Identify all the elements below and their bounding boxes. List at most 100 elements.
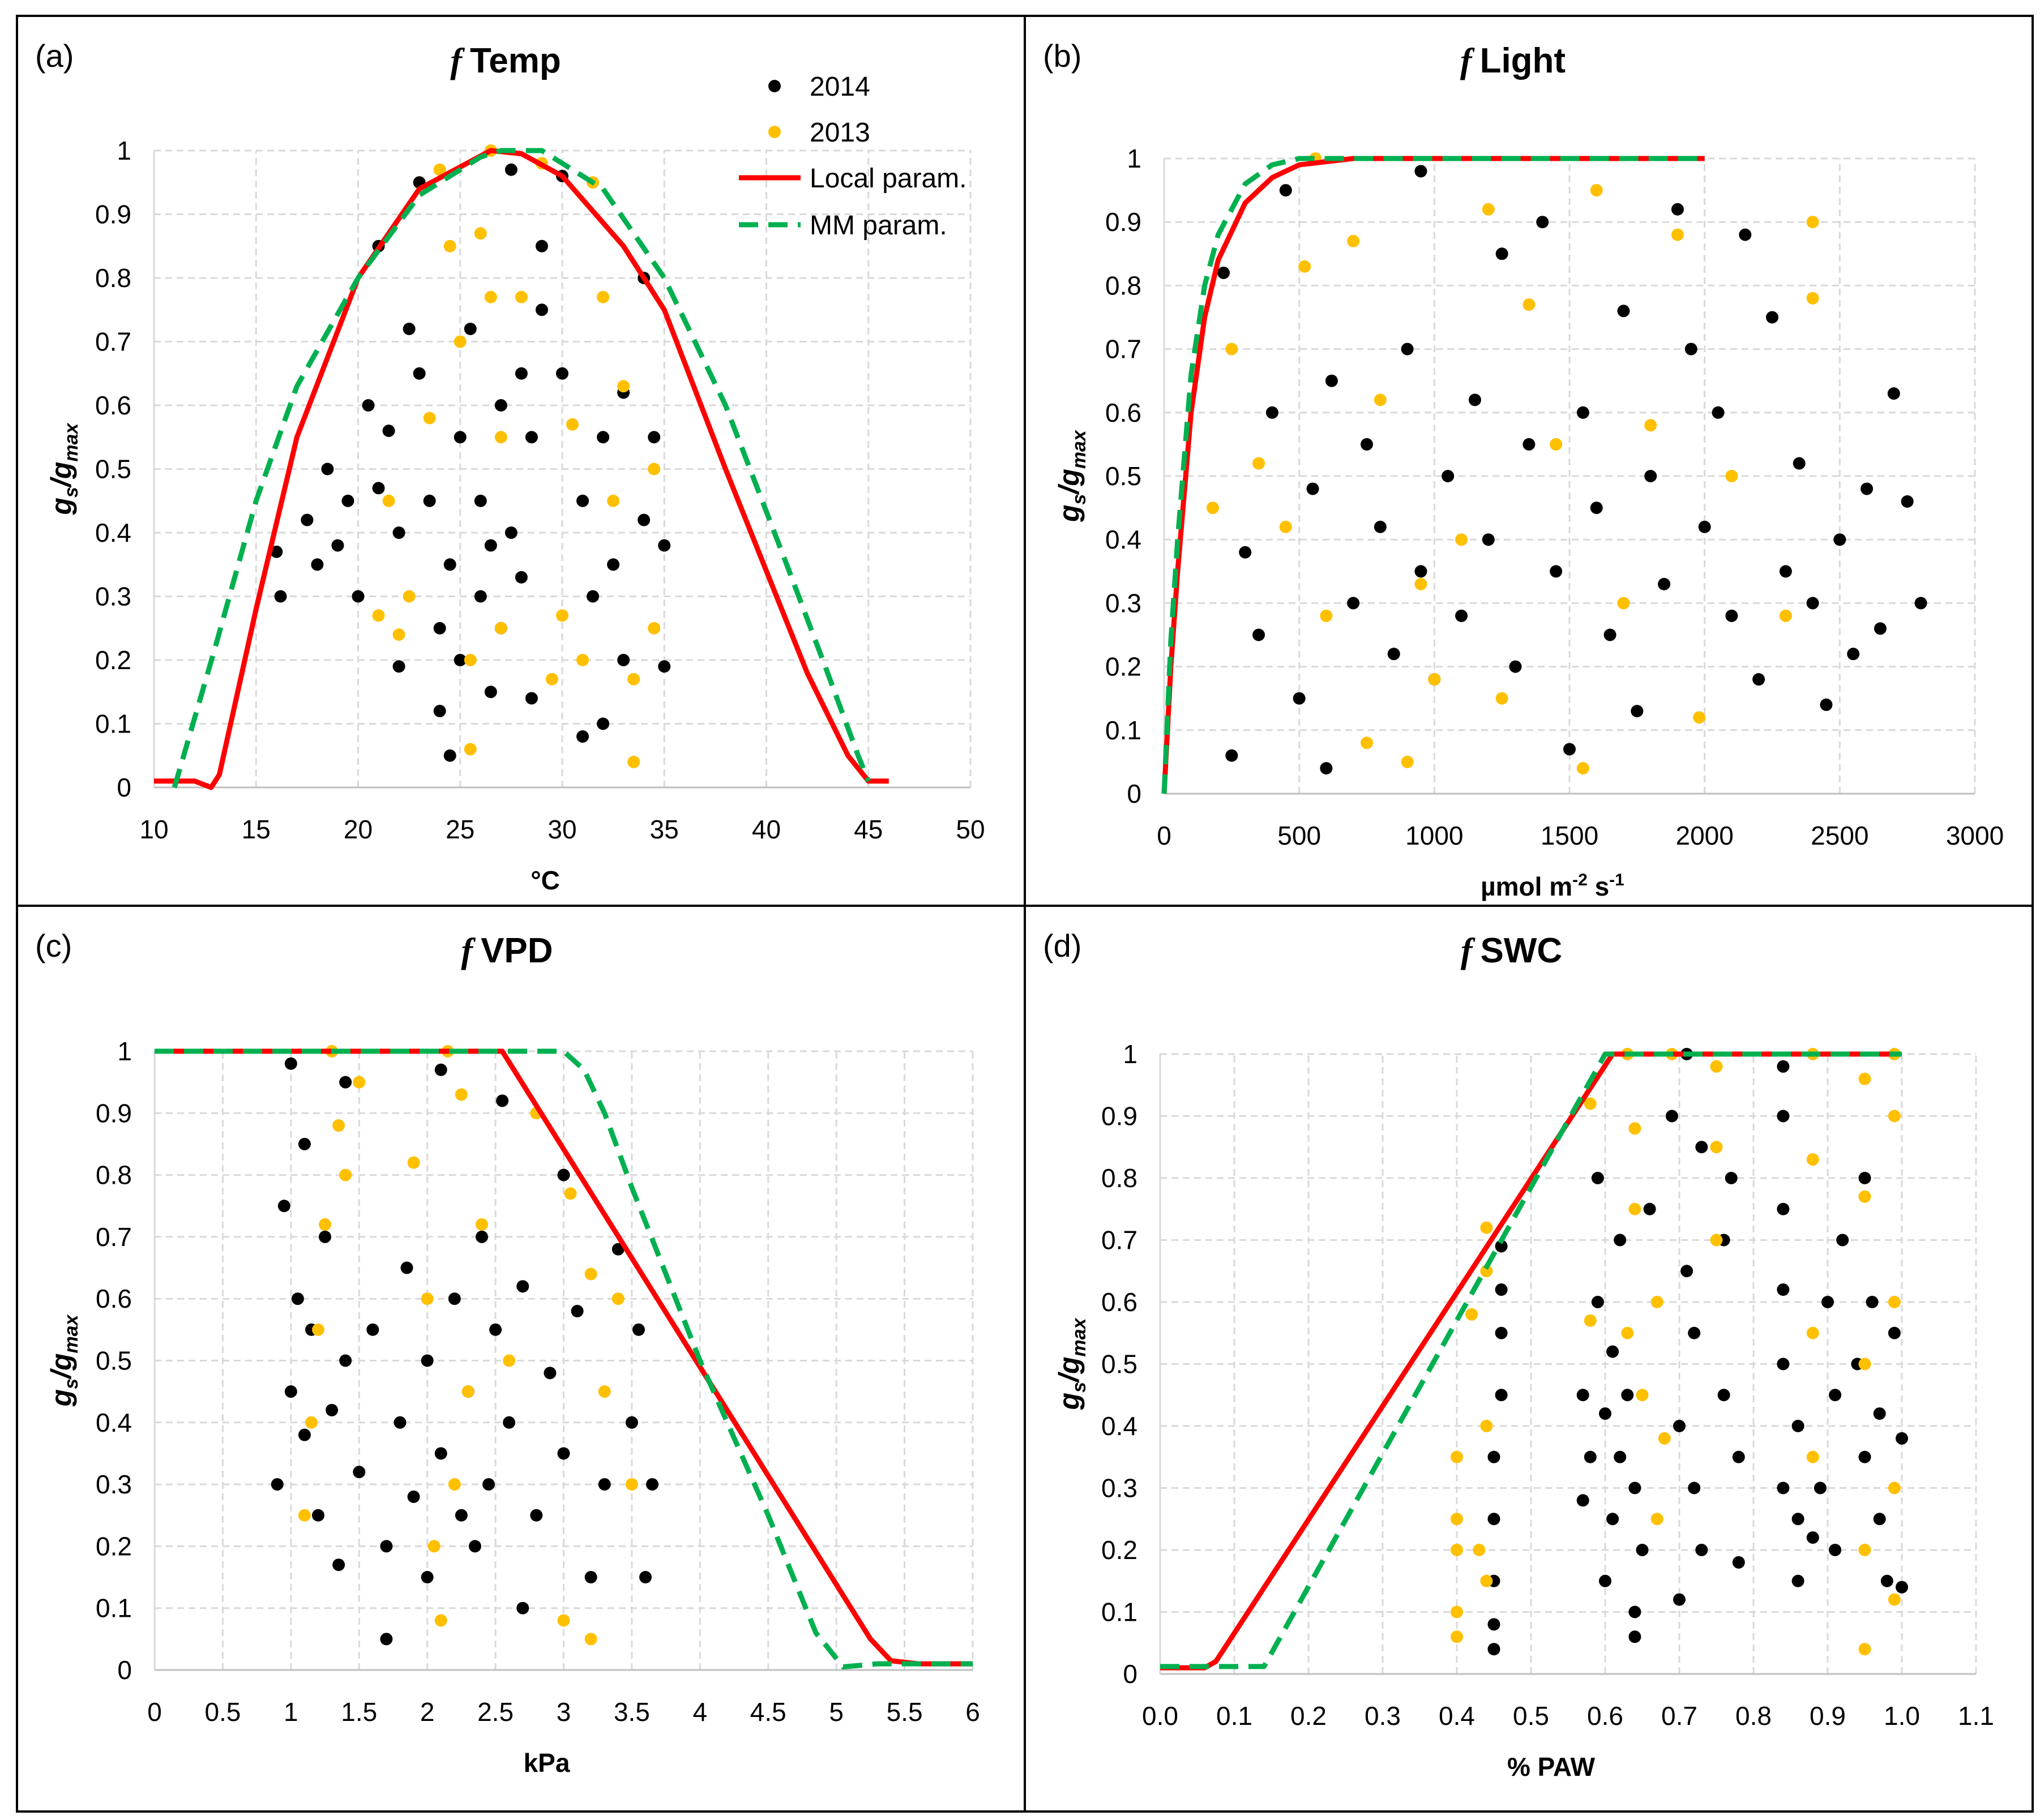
point-2014 bbox=[1866, 1296, 1879, 1308]
point-2014 bbox=[1887, 387, 1900, 400]
point-2014 bbox=[1252, 628, 1265, 641]
point-2014 bbox=[1814, 1481, 1827, 1494]
point-2013 bbox=[627, 756, 640, 768]
point-2014 bbox=[535, 239, 548, 252]
x-tick-label: 0.0 bbox=[1142, 1701, 1178, 1731]
x-tick-label: 30 bbox=[548, 815, 576, 844]
point-2013 bbox=[1710, 1141, 1723, 1154]
point-2013 bbox=[611, 1292, 625, 1305]
point-2013 bbox=[566, 418, 579, 431]
x-tick-label: 0 bbox=[1157, 821, 1171, 850]
point-2013 bbox=[1451, 1630, 1463, 1643]
point-2014 bbox=[1576, 1389, 1589, 1402]
x-tick-label: 35 bbox=[650, 815, 679, 844]
point-2014 bbox=[1495, 1326, 1508, 1339]
y-tick-label: 0.4 bbox=[1105, 525, 1141, 554]
point-2014 bbox=[1836, 1234, 1849, 1247]
legend: 2014 2013 Local param. MM param. bbox=[739, 72, 966, 241]
point-2014 bbox=[611, 1243, 625, 1256]
point-2014 bbox=[1603, 628, 1616, 641]
mm-param-curve bbox=[1161, 156, 1705, 794]
point-2014 bbox=[1673, 1420, 1686, 1432]
x-tick-label: 6 bbox=[965, 1697, 980, 1727]
point-2014 bbox=[1631, 705, 1644, 718]
point-2014 bbox=[1628, 1481, 1641, 1494]
point-2014 bbox=[625, 1416, 638, 1429]
point-2014 bbox=[474, 590, 487, 603]
legend-label: Local param. bbox=[810, 164, 966, 194]
point-2014 bbox=[1614, 1450, 1627, 1463]
point-2014 bbox=[525, 692, 538, 705]
y-tick-label: 0.6 bbox=[1101, 1287, 1137, 1317]
local-param-curve bbox=[154, 148, 889, 790]
point-2014 bbox=[1752, 673, 1765, 686]
x-tick-label: 40 bbox=[752, 815, 781, 844]
y-label-part: g bbox=[45, 1389, 77, 1407]
x-tick-label: 1.0 bbox=[1884, 1701, 1920, 1731]
point-2014 bbox=[382, 425, 395, 437]
point-2013 bbox=[1584, 1314, 1597, 1327]
x-label-part: s bbox=[1588, 872, 1609, 901]
point-2014 bbox=[515, 571, 528, 584]
point-2014 bbox=[1806, 597, 1819, 610]
x-axis-label: µmol m-2 s-1 bbox=[1481, 871, 1624, 901]
point-2014 bbox=[1487, 1450, 1500, 1463]
y-label-part: max bbox=[1068, 429, 1090, 469]
point-2014 bbox=[1680, 1265, 1693, 1278]
local-param-curve bbox=[1160, 1051, 1902, 1671]
point-2013 bbox=[403, 590, 416, 603]
mm-param-curve bbox=[1160, 1051, 1902, 1669]
x-axis-label: % PAW bbox=[1507, 1752, 1596, 1782]
point-2014 bbox=[1628, 1630, 1641, 1643]
point-2014 bbox=[1673, 1593, 1686, 1606]
point-2014 bbox=[311, 558, 324, 571]
title-text: Temp bbox=[470, 41, 561, 80]
x-tick-label: 1 bbox=[284, 1697, 298, 1727]
x-tick-label: 4.5 bbox=[750, 1697, 786, 1727]
point-2014 bbox=[1888, 1326, 1901, 1339]
x-tick-label: 0.1 bbox=[1216, 1701, 1252, 1731]
x-tick-label: 5.5 bbox=[887, 1697, 923, 1727]
point-2014 bbox=[1896, 1581, 1908, 1594]
point-2014 bbox=[394, 1416, 407, 1429]
point-2014 bbox=[516, 1280, 529, 1293]
y-axis-label: gs/gmax bbox=[45, 422, 82, 515]
point-2014 bbox=[353, 1466, 366, 1479]
y-tick-label: 0.3 bbox=[95, 582, 131, 611]
point-2013 bbox=[1806, 1326, 1819, 1339]
point-2014 bbox=[1880, 1574, 1893, 1587]
point-2013 bbox=[494, 622, 507, 635]
point-2013 bbox=[607, 494, 620, 507]
legend-marker bbox=[768, 80, 781, 92]
point-2013 bbox=[1858, 1544, 1871, 1556]
legend-label: 2014 bbox=[810, 72, 870, 102]
point-2013 bbox=[1590, 184, 1603, 197]
point-2013 bbox=[557, 1614, 570, 1627]
point-2013 bbox=[598, 1385, 611, 1398]
point-2013 bbox=[584, 1633, 597, 1646]
point-2014 bbox=[1455, 609, 1468, 622]
point-2014 bbox=[1688, 1481, 1701, 1494]
point-2013 bbox=[1298, 260, 1311, 273]
y-tick-label: 0.7 bbox=[96, 1222, 132, 1252]
point-2014 bbox=[516, 1601, 529, 1615]
point-2013 bbox=[1636, 1389, 1649, 1402]
point-2014 bbox=[535, 303, 548, 316]
point-2014 bbox=[1522, 438, 1536, 451]
point-2014 bbox=[1858, 1172, 1871, 1184]
y-tick-label: 0.5 bbox=[1101, 1350, 1137, 1379]
point-2013 bbox=[1480, 1420, 1493, 1432]
point-2013 bbox=[1480, 1265, 1493, 1278]
point-2014 bbox=[597, 431, 610, 444]
point-2013 bbox=[564, 1187, 577, 1200]
point-2013 bbox=[1451, 1605, 1463, 1618]
x-tick-label: 1000 bbox=[1405, 821, 1463, 850]
point-2013 bbox=[407, 1156, 420, 1169]
point-2014 bbox=[332, 1558, 345, 1571]
y-tick-label: 0.9 bbox=[95, 200, 131, 229]
point-2014 bbox=[301, 513, 314, 526]
point-2014 bbox=[1829, 1389, 1842, 1402]
point-2014 bbox=[1896, 1432, 1908, 1445]
x-tick-label: 15 bbox=[242, 815, 271, 844]
point-2014 bbox=[1717, 1389, 1730, 1402]
